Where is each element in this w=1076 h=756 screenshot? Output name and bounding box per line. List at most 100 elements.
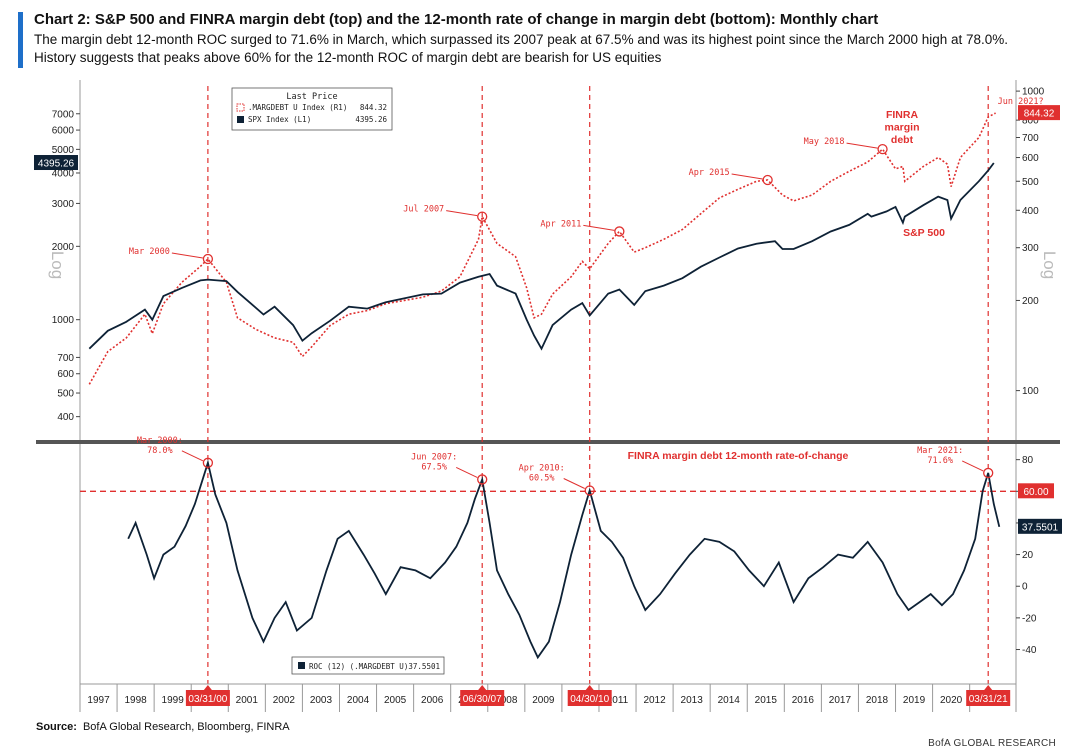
roc-annotation-label: 60.5% bbox=[529, 474, 555, 484]
roc-line bbox=[127, 459, 1001, 660]
margin-peak-marker bbox=[477, 211, 488, 222]
roc-axis-tick-label: 0 bbox=[1022, 582, 1028, 593]
margin-series-label: debt bbox=[891, 134, 914, 146]
x-axis-year-label: 1999 bbox=[162, 695, 185, 706]
roc-axis-tick-label: 80 bbox=[1022, 455, 1034, 466]
legend-entry-value: 844.32 bbox=[360, 103, 387, 112]
left-axis-tick-label: 400 bbox=[57, 412, 74, 423]
roc-panel-title: FINRA margin debt 12-month rate-of-chang… bbox=[628, 450, 849, 462]
right-axis-tick-label: 300 bbox=[1022, 243, 1039, 254]
margin-last-value-flag bbox=[1018, 105, 1060, 121]
x-axis-year-label: 2008 bbox=[495, 695, 518, 706]
x-axis-year-label: 2004 bbox=[347, 695, 370, 706]
legend-entry-name: .MARGDEBT U Index (R1) bbox=[248, 103, 347, 112]
margin-annotation-label: Apr 2011 bbox=[540, 219, 581, 229]
roc-annotation-label: Apr 2010: bbox=[519, 464, 565, 474]
x-axis-year-label: 1997 bbox=[87, 695, 110, 706]
roc-peak-marker bbox=[202, 457, 214, 468]
brand-label: BofA GLOBAL RESEARCH bbox=[928, 738, 1056, 749]
highlight-date-flag bbox=[185, 690, 230, 706]
highlight-date-flag bbox=[567, 690, 612, 706]
margin-annotation-label: Apr 2015 bbox=[689, 168, 730, 178]
x-axis-year-label: 2005 bbox=[384, 695, 407, 706]
highlight-date-pointer bbox=[203, 685, 212, 690]
margin-annotation-label: May 2018 bbox=[804, 137, 845, 147]
x-axis-year-label: 2017 bbox=[829, 695, 852, 706]
highlight-date-pointer bbox=[984, 685, 993, 690]
margin-series-label: FINRA bbox=[886, 109, 918, 121]
threshold-flag-label: 60.00 bbox=[1023, 487, 1048, 498]
roc-annotation-label: 78.0% bbox=[147, 446, 173, 456]
accent-bar bbox=[18, 12, 23, 68]
margin-last-value-label: 844.32 bbox=[1024, 109, 1055, 120]
highlight-date-label: 03/31/21 bbox=[969, 694, 1008, 705]
left-axis-tick-label: 600 bbox=[57, 369, 74, 380]
highlight-date-pointer bbox=[478, 685, 487, 690]
legend-swatch-margin bbox=[236, 103, 245, 112]
legend-title: Last Price bbox=[286, 92, 337, 102]
roc-legend-value: 37.5501 bbox=[408, 662, 440, 671]
right-axis-tick-label: 600 bbox=[1022, 153, 1039, 164]
x-axis-year-label: 2002 bbox=[273, 695, 296, 706]
right-axis-title: Log bbox=[1040, 251, 1059, 279]
source-label: Source: bbox=[36, 721, 77, 733]
subtitle-line-1: The margin debt 12-month ROC surged to 7… bbox=[34, 32, 1009, 47]
margin-debt-line bbox=[88, 112, 996, 385]
x-axis-year-label: 2015 bbox=[755, 695, 778, 706]
spx-series-label: S&P 500 bbox=[903, 227, 945, 239]
x-axis-year-label: 1998 bbox=[124, 695, 147, 706]
right-axis-tick-label: 500 bbox=[1022, 177, 1039, 188]
x-axis-year-label: 2018 bbox=[866, 695, 889, 706]
margin-series-label: margin bbox=[884, 122, 919, 134]
left-axis-tick-label: 5000 bbox=[52, 145, 75, 156]
legend-swatch-spx bbox=[237, 116, 244, 123]
source-text: BofA Global Research, Bloomberg, FINRA bbox=[82, 721, 290, 733]
right-axis-tick-label: 800 bbox=[1022, 116, 1039, 127]
roc-annotation-arrow bbox=[181, 450, 204, 462]
chart-subtitle: The margin debt 12-month ROC surged to 7… bbox=[34, 31, 1064, 67]
roc-legend-swatch bbox=[298, 662, 305, 669]
margin-annotation-label: Jun 2021? bbox=[998, 97, 1044, 107]
highlight-date-label: 06/30/07 bbox=[463, 694, 502, 705]
spx-line bbox=[88, 162, 995, 351]
left-axis-tick-label: 7000 bbox=[52, 109, 75, 120]
roc-annotation-label: Mar 2021: bbox=[917, 446, 963, 456]
roc-last-value-label: 37.5501 bbox=[1022, 522, 1059, 533]
roc-annotation-label: Jun 2007: bbox=[411, 452, 457, 462]
roc-annotation-label: Mar 2000: bbox=[137, 436, 183, 446]
spx-last-value-label: 4395.26 bbox=[38, 159, 75, 170]
roc-axis-tick-label: 20 bbox=[1022, 550, 1034, 561]
x-axis-year-label: 2020 bbox=[940, 695, 963, 706]
roc-peak-marker bbox=[983, 467, 994, 479]
margin-peak-marker bbox=[614, 226, 625, 237]
x-axis-year-label: 2019 bbox=[903, 695, 926, 706]
x-axis-year-label: 2011 bbox=[607, 695, 629, 706]
spx-last-value-flag bbox=[34, 155, 78, 171]
roc-legend-box bbox=[291, 656, 445, 675]
left-axis-tick-label: 3000 bbox=[52, 199, 75, 210]
highlight-date-label: 04/30/10 bbox=[570, 694, 609, 705]
roc-legend-name: ROC (12) (.MARGDEBT U) bbox=[309, 662, 408, 671]
right-axis-tick-label: 100 bbox=[1022, 386, 1039, 397]
margin-peak-marker bbox=[762, 174, 773, 186]
roc-peak-marker bbox=[584, 485, 595, 496]
threshold-flag bbox=[1018, 483, 1054, 499]
x-axis-year-label: 2013 bbox=[681, 695, 704, 706]
x-axis-year-label: 2006 bbox=[421, 695, 444, 706]
margin-annotation-arrow bbox=[846, 142, 878, 149]
legend-entry-value: 4395.26 bbox=[355, 115, 387, 124]
x-axis-year-label: 2014 bbox=[718, 695, 741, 706]
margin-annotation-arrow bbox=[731, 173, 763, 180]
roc-axis-tick-label: -40 bbox=[1022, 645, 1037, 656]
roc-peak-marker bbox=[477, 474, 488, 485]
roc-axis-tick-label: -20 bbox=[1022, 613, 1037, 624]
chart-title: Chart 2: S&P 500 and FINRA margin debt (… bbox=[34, 11, 879, 28]
right-axis-tick-label: 1000 bbox=[1022, 87, 1045, 98]
top-legend-box bbox=[231, 87, 393, 131]
right-axis-tick-label: 200 bbox=[1022, 296, 1039, 307]
roc-last-value-flag bbox=[1018, 518, 1062, 534]
x-axis-year-label: 2001 bbox=[236, 695, 259, 706]
roc-annotation-label: 67.5% bbox=[421, 462, 447, 472]
margin-annotation-arrow bbox=[583, 224, 615, 231]
